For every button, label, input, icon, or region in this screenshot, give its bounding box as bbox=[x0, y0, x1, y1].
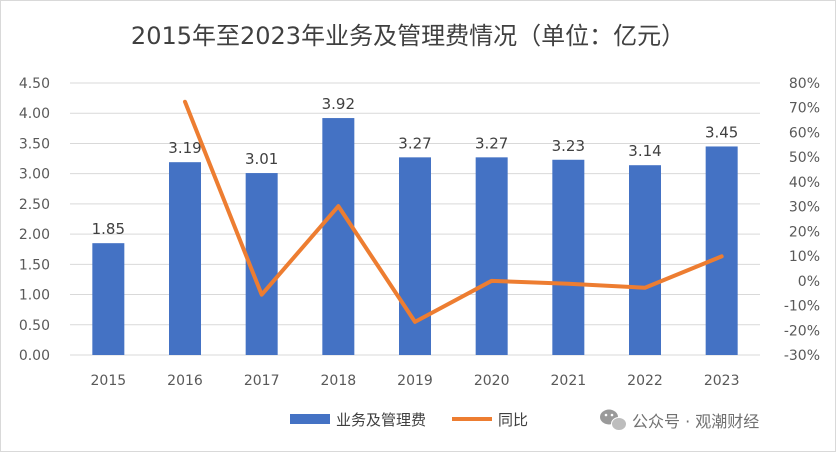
x-axis-ticks: 2015 2016 2017 2018 2019 2020 2021 2022 2023 bbox=[91, 373, 740, 389]
x-tick-label: 2015 bbox=[91, 373, 127, 389]
x-tick-label: 2018 bbox=[321, 373, 357, 389]
bar bbox=[552, 159, 585, 355]
bar-value-label: 3.92 bbox=[322, 95, 355, 113]
x-tick-label: 2020 bbox=[474, 373, 510, 389]
bar-value-label: 3.01 bbox=[245, 150, 278, 168]
chart-title: 2015年至2023年业务及管理费情况（单位：亿元） bbox=[131, 22, 685, 50]
bar-series bbox=[92, 118, 738, 356]
x-tick-label: 2019 bbox=[397, 373, 433, 389]
right-tick-label: 60% bbox=[789, 125, 820, 141]
bar-value-label: 3.23 bbox=[552, 137, 585, 155]
left-tick-label: 4.00 bbox=[19, 106, 50, 122]
left-tick-label: 3.50 bbox=[19, 136, 50, 152]
right-tick-label: 50% bbox=[789, 150, 820, 166]
bar bbox=[705, 146, 738, 355]
bar-value-label: 3.19 bbox=[168, 139, 201, 157]
bar-value-label: 1.85 bbox=[92, 220, 125, 238]
legend-label-bar: 业务及管理费 bbox=[336, 411, 426, 429]
x-tick-label: 2017 bbox=[244, 373, 280, 389]
x-tick-label: 2021 bbox=[551, 373, 587, 389]
left-tick-label: 0.50 bbox=[19, 318, 50, 334]
right-tick-label: 80% bbox=[789, 76, 820, 92]
wechat-icon bbox=[600, 409, 627, 431]
legend: 业务及管理费 同比 bbox=[290, 411, 528, 429]
left-tick-label: 1.00 bbox=[19, 288, 50, 304]
bar-value-label: 3.14 bbox=[628, 142, 661, 160]
left-tick-label: 3.00 bbox=[19, 167, 50, 183]
bar-data-labels: 1.85 3.19 3.01 3.92 3.27 3.27 3.23 3.14 3.45 bbox=[92, 95, 739, 238]
right-tick-label: 0% bbox=[798, 274, 820, 290]
bar bbox=[399, 157, 431, 355]
left-tick-label: 2.00 bbox=[19, 227, 50, 243]
bar bbox=[169, 162, 201, 355]
left-tick-label: 4.50 bbox=[19, 76, 50, 92]
bar bbox=[475, 157, 508, 355]
right-tick-label: -20% bbox=[784, 323, 820, 339]
bar-value-label: 3.45 bbox=[705, 123, 738, 141]
right-tick-label: 30% bbox=[789, 200, 820, 216]
bar-value-label: 3.27 bbox=[398, 134, 431, 152]
yoy-line bbox=[183, 99, 724, 324]
left-axis-ticks: 0.00 0.50 1.00 1.50 2.00 2.50 3.00 3.50 4.00 4.50 bbox=[19, 76, 50, 364]
legend-swatch-bar bbox=[290, 414, 330, 424]
right-tick-label: -10% bbox=[784, 299, 820, 315]
watermark: 公众号 · 观潮财经 bbox=[600, 409, 759, 431]
bar bbox=[322, 118, 355, 356]
bar-value-label: 3.27 bbox=[475, 134, 508, 152]
right-tick-label: -30% bbox=[784, 348, 820, 364]
left-tick-label: 0.00 bbox=[19, 348, 50, 364]
right-tick-label: 40% bbox=[789, 175, 820, 191]
right-axis-ticks: -30% -20% -10% 0% 10% 20% 30% 40% 50% 60% 70% 80% bbox=[784, 76, 820, 364]
bar bbox=[92, 243, 125, 355]
bar bbox=[629, 165, 661, 355]
x-tick-label: 2016 bbox=[167, 373, 203, 389]
left-tick-label: 1.50 bbox=[19, 257, 50, 273]
left-tick-label: 2.50 bbox=[19, 197, 50, 213]
right-tick-label: 20% bbox=[789, 224, 820, 240]
legend-label-line: 同比 bbox=[498, 411, 528, 429]
watermark-text: 公众号 · 观潮财经 bbox=[632, 412, 759, 431]
line-series bbox=[183, 99, 724, 324]
x-tick-label: 2022 bbox=[627, 373, 663, 389]
right-tick-label: 10% bbox=[789, 249, 820, 265]
right-tick-label: 70% bbox=[789, 101, 820, 117]
x-tick-label: 2023 bbox=[704, 373, 740, 389]
